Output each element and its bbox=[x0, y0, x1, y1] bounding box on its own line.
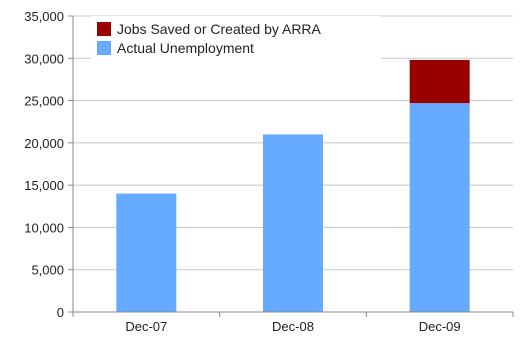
y-tick-label: 25,000 bbox=[24, 94, 64, 109]
bar-actual-unemployment-dec-07 bbox=[116, 193, 177, 312]
bar-actual-unemployment-dec-08 bbox=[263, 134, 323, 312]
y-tick-label: 20,000 bbox=[24, 136, 64, 151]
legend-swatch bbox=[97, 22, 111, 36]
legend-label: Actual Unemployment bbox=[117, 40, 254, 56]
legend: Jobs Saved or Created by ARRA Actual Unem… bbox=[91, 16, 381, 60]
y-tick-label: 30,000 bbox=[24, 51, 64, 66]
bar-jobs-saved-dec-09 bbox=[409, 59, 470, 104]
legend-swatch bbox=[97, 41, 111, 55]
y-tick-label: 35,000 bbox=[24, 9, 64, 24]
y-tick-label: 5,000 bbox=[31, 263, 64, 278]
axes: 0 5,000 10,000 15,000 20,000 25,000 30,000 35,0… bbox=[24, 9, 514, 334]
y-tick-label: 0 bbox=[57, 305, 64, 320]
y-tick-label: 10,000 bbox=[24, 220, 64, 235]
legend-background bbox=[91, 16, 381, 60]
x-tick-label: Dec-08 bbox=[272, 319, 314, 334]
x-tick-label: Dec-07 bbox=[125, 319, 167, 334]
legend-label: Jobs Saved or Created by ARRA bbox=[117, 21, 322, 37]
bars bbox=[116, 59, 470, 312]
x-tick-label: Dec-09 bbox=[419, 319, 461, 334]
y-tick-label: 15,000 bbox=[24, 178, 64, 193]
bar-actual-unemployment-dec-09 bbox=[409, 103, 470, 312]
